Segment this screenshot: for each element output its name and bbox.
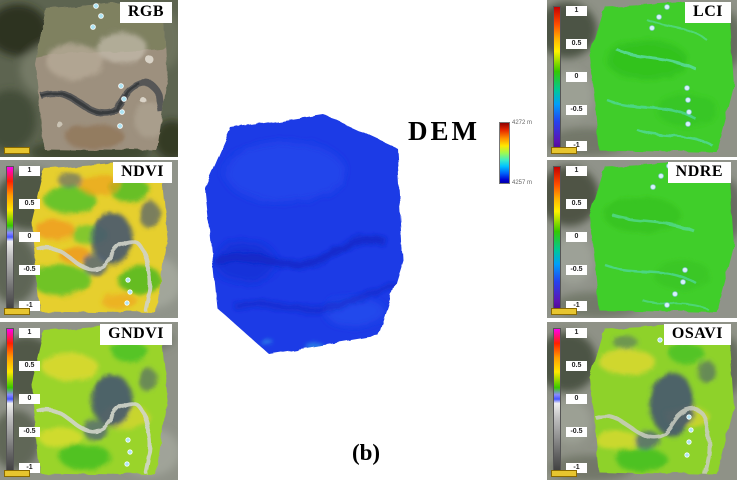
colorbar-tick: 1 (19, 166, 40, 176)
colorbar-gradient (499, 122, 510, 184)
panel-label-ndre: NDRE (667, 162, 731, 183)
colorbar-gradient (553, 328, 561, 473)
panel-label-dem: DEM (408, 116, 480, 146)
colorbar-tick: 0 (566, 232, 587, 242)
panel-osavi: 1 0.5 0 -0.5 -1 OSAVI (547, 322, 737, 480)
panel-gndvi: 1 0.5 0 -0.5 -1 GNDVI (0, 322, 178, 480)
colorbar-tick: 0.5 (566, 39, 587, 49)
colorbar-tick: -0.5 (19, 265, 40, 275)
colorbar-tick: 0 (566, 72, 587, 82)
dem-elevation-map (205, 114, 403, 354)
panel-lci: 1 0.5 0 -0.5 -1 LCI (547, 0, 737, 157)
colorbar-tick: -1 (566, 463, 587, 473)
colorbar-tick: -0.5 (566, 105, 587, 115)
panel-label-gndvi: GNDVI (100, 324, 172, 345)
scale-bar (4, 308, 30, 315)
colorbar-tick: -1 (19, 301, 40, 311)
panel-label-ndvi: NDVI (113, 162, 172, 183)
ndre-colorbar: 1 0.5 0 -0.5 -1 (553, 166, 595, 312)
colorbar-tick: 0 (566, 394, 587, 404)
gcp-markers (124, 277, 133, 306)
colorbar-tick: -1 (566, 141, 587, 151)
colorbar-gradient (6, 166, 14, 311)
subfigure-caption: (b) (351, 440, 381, 465)
panel-rgb: RGB (0, 0, 178, 157)
colorbar-tick: 1 (19, 328, 40, 338)
panel-label-rgb: RGB (119, 2, 172, 23)
rgb-orthomosaic-map (0, 0, 178, 157)
colorbar-gradient (553, 6, 561, 151)
colorbar-tick: 0.5 (566, 361, 587, 371)
gcp-markers (90, 3, 127, 129)
lci-colorbar: 1 0.5 0 -0.5 -1 (553, 6, 595, 152)
colorbar-min-label: 4257 m (512, 180, 533, 186)
scale-bar (4, 147, 30, 154)
panel-ndre: 1 0.5 0 -0.5 -1 NDRE (547, 160, 737, 318)
gcp-markers (124, 437, 133, 467)
colorbar-tick: 1 (566, 328, 587, 338)
colorbar-tick: -1 (566, 301, 587, 311)
colorbar-tick: 0.5 (19, 361, 40, 371)
dem-colorbar: 4272 m 4257 m (499, 120, 545, 188)
ndvi-colorbar: 1 0.5 0 -0.5 -1 (6, 166, 48, 312)
colorbar-tick: -0.5 (19, 427, 40, 437)
scale-bar (551, 147, 577, 154)
panel-label-osavi: OSAVI (663, 324, 731, 345)
colorbar-tick: 1 (566, 6, 587, 16)
scale-bar (4, 470, 30, 477)
panel-ndvi: 1 0.5 0 -0.5 -1 NDVI (0, 160, 178, 318)
colorbar-tick: 0.5 (566, 199, 587, 209)
lci-index-map (547, 0, 737, 157)
panel-label-lci: LCI (685, 2, 731, 23)
colorbar-max-label: 4272 m (512, 120, 533, 126)
colorbar-tick: -1 (19, 463, 40, 473)
gcp-markers (649, 4, 692, 127)
osavi-colorbar: 1 0.5 0 -0.5 -1 (553, 328, 595, 474)
colorbar-tick: -0.5 (566, 265, 587, 275)
colorbar-tick: 0 (19, 394, 40, 404)
scale-bar (551, 308, 577, 315)
gndvi-colorbar: 1 0.5 0 -0.5 -1 (6, 328, 48, 474)
colorbar-tick: -0.5 (566, 427, 587, 437)
colorbar-gradient (553, 166, 561, 311)
colorbar-tick: 1 (566, 166, 587, 176)
scale-bar (551, 470, 577, 477)
colorbar-gradient (6, 328, 14, 473)
colorbar-tick: 0.5 (19, 199, 40, 209)
colorbar-tick: 0 (19, 232, 40, 242)
